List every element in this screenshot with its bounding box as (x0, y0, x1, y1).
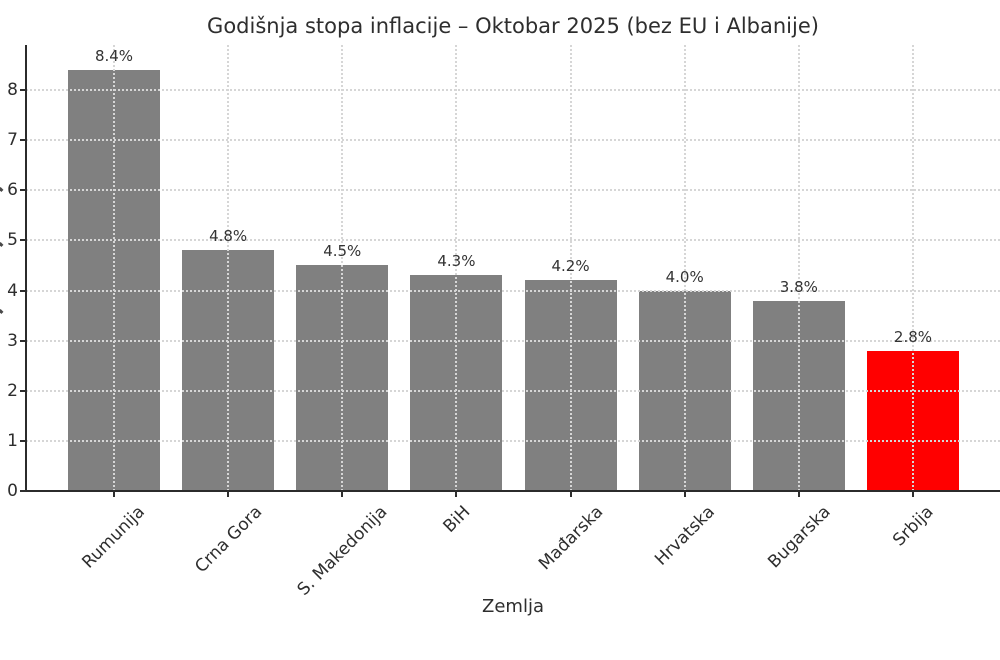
y-tick-mark (20, 289, 26, 292)
x-axis-label: Zemlja (482, 596, 544, 617)
y-tick-mark (20, 189, 26, 192)
x-tick-label: BiH (439, 502, 474, 537)
x-gridline (569, 45, 572, 491)
x-gridline (341, 45, 344, 491)
y-tick-label: 4 (7, 280, 18, 301)
x-tick-mark (911, 491, 914, 497)
y-tick-mark (20, 490, 26, 492)
y-tick-mark (20, 239, 26, 242)
x-tick-label: S. Makedonija (293, 502, 392, 600)
y-tick-mark (20, 389, 26, 392)
value-label: 8.4% (94, 46, 134, 65)
value-label: 4.8% (209, 227, 248, 246)
y-tick-label: 6 (7, 180, 18, 201)
x-gridline (911, 45, 914, 491)
x-tick-mark (341, 491, 344, 497)
y-tick-label: 5 (7, 230, 18, 251)
x-axis-spine (25, 490, 1000, 492)
y-gridline (26, 239, 1000, 242)
x-gridline (227, 45, 230, 491)
x-tick-mark (227, 491, 230, 497)
x-tick-mark (113, 491, 115, 497)
x-tick-label: Rumunija (78, 502, 150, 573)
y-tick-mark (20, 439, 26, 442)
x-tick-label: Srbija (889, 502, 938, 551)
y-gridline (26, 189, 1000, 192)
y-tick-label: 1 (7, 430, 18, 451)
y-tick-label: 7 (7, 130, 18, 151)
y-tick-mark (20, 339, 26, 342)
value-label: 3.8% (779, 277, 818, 296)
x-tick-label: Crna Gora (190, 502, 266, 578)
value-label: 4.3% (437, 252, 476, 271)
x-gridline (455, 45, 458, 491)
x-tick-mark (683, 491, 686, 497)
value-label: 4.5% (323, 242, 362, 261)
x-tick-label: Hrvatska (650, 502, 719, 570)
y-axis-spine (25, 45, 27, 492)
y-tick-label: 2 (7, 380, 18, 401)
y-gridline (26, 439, 1000, 442)
value-label: 4.0% (665, 267, 704, 286)
x-tick-mark (569, 491, 572, 497)
value-label: 4.2% (551, 257, 590, 276)
value-label: 2.8% (893, 327, 933, 346)
x-tick-mark (797, 491, 800, 497)
y-tick-label: 0 (7, 481, 18, 501)
y-tick-mark (20, 139, 26, 142)
y-gridline (26, 139, 1000, 142)
cropped-y-axis-label-fragment (0, 309, 4, 314)
y-gridline (26, 389, 1000, 392)
x-gridline (797, 45, 800, 491)
y-tick-label: 8 (7, 80, 18, 101)
y-tick-mark (20, 89, 26, 92)
y-gridline (26, 289, 1000, 292)
y-tick-label: 3 (7, 330, 18, 351)
chart-title: Godišnja stopa inflacije – Oktobar 2025 … (207, 14, 819, 38)
x-tick-label: Mađarska (534, 502, 607, 575)
y-gridline (26, 339, 1000, 342)
x-gridline (113, 45, 115, 491)
x-tick-mark (455, 491, 458, 497)
x-tick-label: Bugarska (763, 502, 835, 573)
y-gridline (26, 89, 1000, 92)
x-gridline (683, 45, 686, 491)
